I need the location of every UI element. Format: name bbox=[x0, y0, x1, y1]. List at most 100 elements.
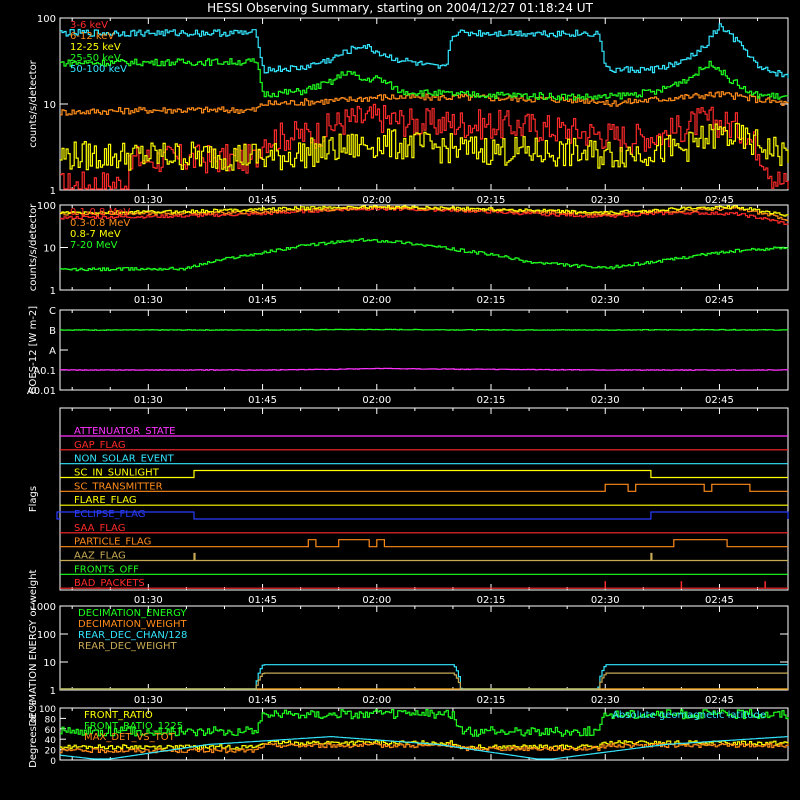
ratio-y-tick-label: 100 bbox=[39, 705, 56, 715]
dec-panel-x-tick-label: 02:15 bbox=[477, 695, 506, 706]
hie-panel-x-tick-label: 01:30 bbox=[134, 295, 163, 306]
dec-panel-x-tick-label: 01:45 bbox=[248, 695, 277, 706]
flag-trace bbox=[60, 539, 788, 548]
ratio-panel-legend-item: MAX_DET_VS_TOT bbox=[84, 732, 176, 743]
lowe-panel-x-tick-label: 02:00 bbox=[362, 195, 391, 206]
panels-group: 01:30 01:45 02:00 02:15 02:30 02:45 counts/s/d… bbox=[27, 14, 789, 768]
lowe-series-green bbox=[60, 58, 789, 101]
goes-panel-y-label: GOES-12 [W m-2] bbox=[28, 306, 39, 394]
hie-series-green bbox=[60, 238, 789, 272]
flag-trace bbox=[60, 469, 788, 479]
ratio-y-tick-label: 60 bbox=[45, 726, 57, 736]
dec-series-olive bbox=[60, 672, 788, 690]
flag-label: FRONTS_OFF bbox=[74, 564, 139, 575]
goes-y-tick-label: A0.01 bbox=[27, 386, 56, 397]
lowe-panel-legend-item: 50-100 keV bbox=[70, 64, 127, 75]
ratio-y-tick-label: 40 bbox=[45, 736, 57, 746]
ratio-panel-legend-item: FRONT_RATIO_1225 bbox=[84, 721, 183, 732]
goes-panel-frame bbox=[59, 309, 789, 391]
lowe-panel-x-tick-label: 02:15 bbox=[477, 195, 506, 206]
flag-label: SC_IN_SUNLIGHT bbox=[74, 468, 160, 479]
dec-panel-x-tick-label: 02:30 bbox=[591, 695, 620, 706]
lowe-series-orange bbox=[60, 91, 789, 116]
goes-series-magenta bbox=[60, 367, 789, 371]
hie-series-yellow bbox=[60, 205, 789, 217]
flag-trace bbox=[60, 552, 788, 562]
flags-panel-frame bbox=[59, 407, 789, 591]
dec-panel-y-tick-label: 10 bbox=[43, 658, 56, 669]
hie-panel-y-tick-label: 100 bbox=[37, 201, 56, 212]
dec-panel-y-tick-label: 1 bbox=[50, 686, 56, 697]
hie-panel-y-tick-label: 1 bbox=[50, 286, 56, 297]
lowe-panel-y-tick-label: 10 bbox=[43, 100, 56, 111]
dec-panel-x-tick-label: 01:30 bbox=[134, 695, 163, 706]
flag-trace bbox=[60, 483, 788, 492]
flag-label: GAP_FLAG bbox=[74, 440, 126, 451]
lowe-panel-y-tick-label: 1 bbox=[50, 186, 56, 197]
hie-panel-x-tick-label: 02:15 bbox=[477, 295, 506, 306]
dec-panel-y-tick-label: 1000 bbox=[31, 602, 56, 613]
ratio-series-green bbox=[60, 709, 789, 737]
ratio-series-yellow bbox=[60, 740, 789, 750]
dec-panel-y-label: DECIMATION ENERGY or weight bbox=[28, 569, 39, 726]
dec-panel-frame bbox=[59, 605, 789, 691]
flags-panel-y-label: Flags bbox=[28, 486, 39, 512]
lowe-panel-y-label: counts/s/detector bbox=[28, 59, 39, 147]
dec-panel-y-tick-label: 100 bbox=[37, 630, 56, 641]
flag-label: SC_TRANSMITTER bbox=[74, 481, 163, 492]
flags-panel-x-tick-label: 02:15 bbox=[477, 595, 506, 606]
hie-panel-x-tick-label: 02:45 bbox=[705, 295, 734, 306]
hie-panel-legend-item: 0.1-0.8 MeV bbox=[70, 207, 130, 218]
lowe-panel-legend-item: 12-25 keV bbox=[70, 42, 121, 53]
flags-panel-x-tick-label: 02:30 bbox=[591, 595, 620, 606]
goes-panel-x-tick-label: 02:15 bbox=[477, 395, 506, 406]
flag-label: NON_SOLAR_EVENT bbox=[74, 454, 175, 465]
hie-panel-x-tick-label: 02:30 bbox=[591, 295, 620, 306]
flag-label: ATTENUATOR_STATE bbox=[74, 426, 175, 437]
lowe-panel-x-tick-label: 02:45 bbox=[705, 195, 734, 206]
hie-panel-x-tick-label: 01:45 bbox=[248, 295, 277, 306]
ratio-series-orange bbox=[60, 742, 789, 754]
figure-title: HESSI Observing Summary, starting on 200… bbox=[207, 1, 593, 15]
goes-panel-x-tick-label: 01:30 bbox=[134, 395, 163, 406]
ratio-panel-y-label: Degrees or % bbox=[28, 700, 39, 768]
flag-label: PARTICLE_FLAG bbox=[74, 537, 151, 548]
ratio-annotation: Absolute geomagnetic latitude bbox=[612, 710, 766, 721]
hie-panel-legend-item: 0.3-0.8 MeV bbox=[70, 218, 130, 229]
dec-panel-x-tick-label: 02:45 bbox=[705, 695, 734, 706]
lowe-series-yellow bbox=[60, 122, 789, 172]
lowe-panel-y-tick-label: 100 bbox=[37, 14, 56, 25]
flags-panel-x-tick-label: 02:45 bbox=[705, 595, 734, 606]
hie-panel-x-tick-label: 02:00 bbox=[362, 295, 391, 306]
flag-label: ECLIPSE_FLAG bbox=[74, 509, 145, 520]
dec-panel-legend-item: DECIMATION_ENERGY bbox=[78, 608, 187, 619]
lowe-panel-x-tick-label: 01:30 bbox=[134, 195, 163, 206]
dec-panel-legend-item: DECIMATION_WEIGHT bbox=[78, 619, 187, 630]
hie-panel-legend-item: 0.8-7 MeV bbox=[70, 229, 121, 240]
dec-panel-legend-item: REAR_DEC_CHAN/128 bbox=[78, 630, 187, 641]
flags-panel-x-tick-label: 01:30 bbox=[134, 595, 163, 606]
ratio-series-cyan bbox=[59, 735, 789, 760]
goes-y-tick-label: B bbox=[49, 326, 56, 337]
lowe-series-cyan bbox=[60, 23, 789, 79]
lowe-panel-legend-item: 25-50 keV bbox=[70, 53, 121, 64]
ratio-y-tick-label: 0 bbox=[50, 757, 56, 767]
flag-label: SAA_FLAG bbox=[74, 523, 125, 534]
goes-panel-x-tick-label: 02:30 bbox=[591, 395, 620, 406]
flags-panel-x-tick-label: 01:45 bbox=[248, 595, 277, 606]
lowe-panel-x-tick-label: 01:45 bbox=[248, 195, 277, 206]
ratio-y-tick-label: 20 bbox=[45, 747, 57, 757]
flag-label: BAD_PACKETS bbox=[74, 578, 145, 589]
goes-panel-x-tick-label: 01:45 bbox=[248, 395, 277, 406]
ratio-panel-legend-item: FRONT_RATIO bbox=[84, 710, 153, 721]
goes-y-tick-label: C bbox=[49, 306, 56, 317]
lowe-panel-legend-item: 6-12 keV bbox=[70, 31, 114, 42]
flag-trace bbox=[56, 511, 789, 520]
lowe-panel-x-tick-label: 02:30 bbox=[591, 195, 620, 206]
dec-panel-x-tick-label: 02:00 bbox=[362, 695, 391, 706]
hie-panel-y-tick-label: 10 bbox=[43, 244, 56, 255]
flag-label: FLARE_FLAG bbox=[74, 495, 137, 506]
lowe-panel-legend-item: 3-6 keV bbox=[70, 20, 108, 31]
goes-series-green bbox=[60, 328, 789, 331]
